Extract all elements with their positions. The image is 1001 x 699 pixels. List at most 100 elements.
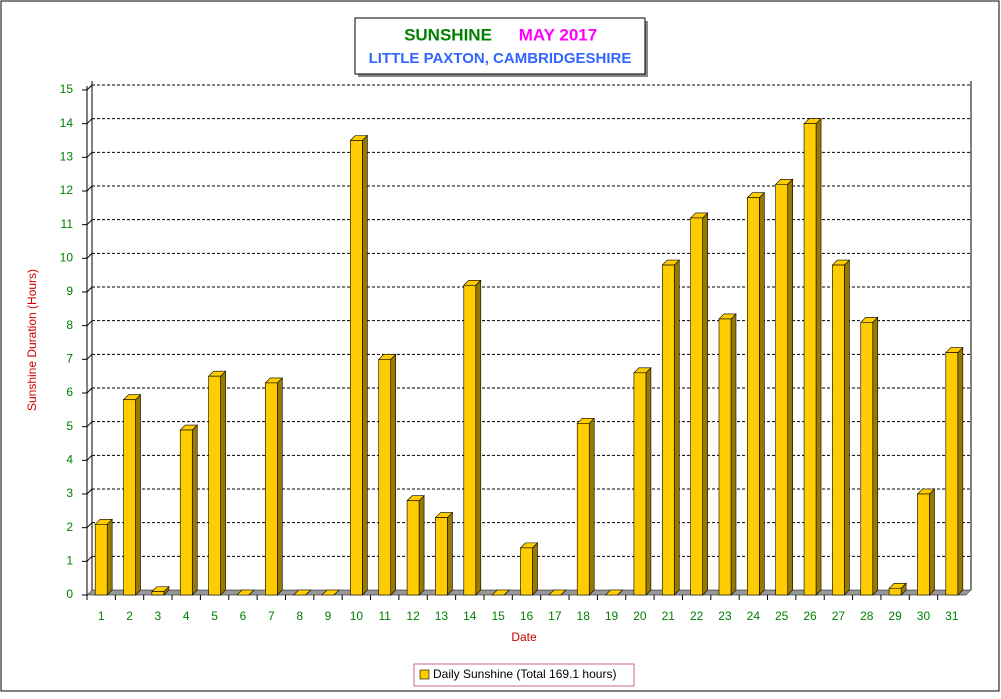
y-tick-label: 7 bbox=[66, 352, 73, 366]
bar-side bbox=[588, 417, 595, 596]
bar-side bbox=[957, 346, 964, 596]
bar bbox=[661, 264, 675, 596]
chart-subtitle: LITTLE PAXTON, CAMBRIDGESHIRE bbox=[369, 50, 632, 67]
grid-slant bbox=[86, 185, 93, 192]
grid-slant bbox=[86, 555, 93, 562]
bar bbox=[747, 197, 760, 596]
y-tick-label: 9 bbox=[66, 284, 73, 298]
y-axis-label: Sunshine Duration (Hours) bbox=[25, 269, 39, 411]
x-tick-label: 29 bbox=[888, 609, 902, 623]
x-tick-label: 7 bbox=[268, 609, 275, 623]
x-tick-label: 3 bbox=[155, 609, 162, 623]
y-tick-label: 6 bbox=[66, 385, 73, 399]
grid-slant bbox=[86, 421, 93, 428]
bar bbox=[860, 321, 874, 596]
y-tick-label: 1 bbox=[66, 554, 73, 568]
bar bbox=[463, 284, 477, 596]
x-tick-label: 14 bbox=[463, 609, 477, 623]
bar-side bbox=[929, 488, 935, 596]
x-tick-label: 24 bbox=[747, 609, 761, 623]
y-tick-label: 2 bbox=[66, 520, 73, 534]
bar-side bbox=[106, 518, 113, 596]
bar bbox=[832, 264, 845, 596]
y-tick-label: 3 bbox=[66, 486, 73, 500]
bar bbox=[151, 591, 165, 596]
bar-side bbox=[135, 394, 141, 596]
y-tick-label: 4 bbox=[66, 453, 73, 467]
y-tick-label: 13 bbox=[60, 150, 74, 164]
bar bbox=[520, 547, 533, 596]
bar-side bbox=[447, 511, 453, 596]
grid-slant bbox=[86, 488, 93, 495]
x-tick-label: 22 bbox=[690, 609, 704, 623]
bar-side bbox=[787, 178, 793, 596]
bar-side bbox=[645, 367, 652, 596]
bar bbox=[633, 372, 647, 596]
grid-slant bbox=[86, 320, 93, 327]
grid-slant bbox=[86, 151, 93, 158]
x-tick-label: 9 bbox=[325, 609, 332, 623]
bar bbox=[179, 429, 193, 596]
y-tick-label: 0 bbox=[66, 587, 73, 601]
grid-slant bbox=[86, 252, 93, 259]
bar-side bbox=[532, 542, 538, 596]
x-tick-label: 8 bbox=[296, 609, 303, 623]
grid-slant bbox=[86, 118, 93, 125]
bar bbox=[265, 382, 278, 596]
x-tick-label: 13 bbox=[435, 609, 449, 623]
bar bbox=[435, 517, 448, 596]
x-tick-label: 1 bbox=[98, 609, 105, 623]
x-tick-label: 12 bbox=[406, 609, 420, 623]
x-tick-label: 17 bbox=[548, 609, 562, 623]
bar-side bbox=[220, 370, 226, 596]
y-tick-label: 10 bbox=[60, 251, 74, 265]
bar-side bbox=[702, 212, 708, 596]
bar-side bbox=[844, 259, 850, 596]
bar-side bbox=[730, 313, 737, 596]
title-box bbox=[354, 17, 646, 75]
bar bbox=[576, 422, 590, 596]
bar-side bbox=[191, 424, 198, 596]
bar-side bbox=[759, 192, 765, 596]
y-tick-label: 5 bbox=[66, 419, 73, 433]
chart-title-period: MAY 2017 bbox=[519, 25, 597, 44]
grid-slant bbox=[86, 353, 93, 360]
bar bbox=[718, 318, 732, 596]
x-axis-label: Date bbox=[511, 630, 537, 644]
bar bbox=[945, 352, 959, 596]
bar-top bbox=[491, 589, 510, 596]
x-tick-label: 26 bbox=[803, 609, 817, 623]
bar bbox=[917, 493, 930, 596]
legend-box bbox=[413, 663, 635, 687]
x-tick-label: 27 bbox=[832, 609, 846, 623]
x-tick-label: 23 bbox=[718, 609, 732, 623]
y-tick-label: 15 bbox=[60, 82, 74, 96]
bar-top bbox=[321, 589, 340, 596]
grid-slant bbox=[86, 219, 93, 226]
x-tick-label: 21 bbox=[662, 609, 676, 623]
x-tick-label: 15 bbox=[491, 609, 505, 623]
bar-top bbox=[292, 589, 312, 596]
bar bbox=[208, 375, 221, 596]
legend-swatch bbox=[419, 669, 430, 680]
bar-side bbox=[362, 134, 368, 596]
x-tick-label: 11 bbox=[378, 609, 391, 623]
bar-top bbox=[236, 589, 255, 596]
bar-side bbox=[475, 279, 482, 596]
bar bbox=[803, 123, 817, 596]
x-tick-label: 16 bbox=[520, 609, 534, 623]
y-tick-label: 8 bbox=[66, 318, 73, 332]
grid-slant bbox=[86, 286, 93, 293]
x-tick-label: 19 bbox=[605, 609, 619, 623]
grid-slant bbox=[86, 522, 93, 529]
bar-top bbox=[548, 589, 567, 596]
x-tick-label: 30 bbox=[917, 609, 931, 623]
y-tick-label: 14 bbox=[60, 116, 74, 130]
x-tick-label: 4 bbox=[183, 609, 190, 623]
bar bbox=[123, 399, 136, 596]
x-tick-label: 31 bbox=[945, 609, 959, 623]
x-tick-label: 20 bbox=[633, 609, 647, 623]
legend-label: Daily Sunshine (Total 169.1 hours) bbox=[433, 667, 616, 681]
